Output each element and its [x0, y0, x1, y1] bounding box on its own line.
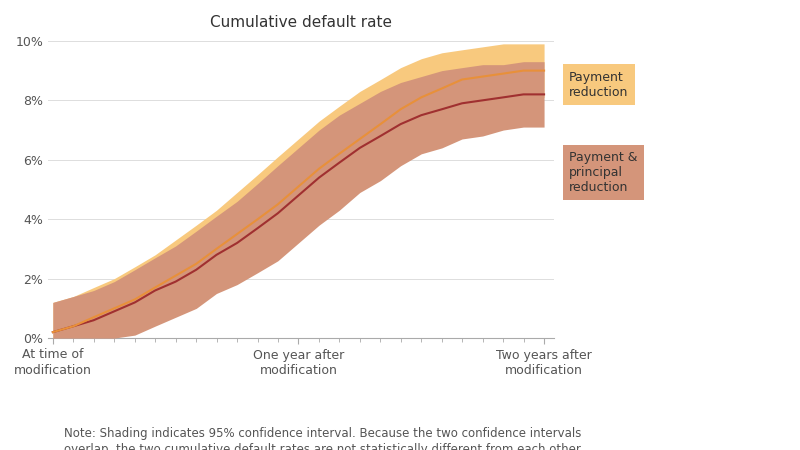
Text: Payment &
principal
reduction: Payment & principal reduction: [569, 151, 638, 194]
Text: Payment
reduction: Payment reduction: [569, 71, 629, 99]
Title: Cumulative default rate: Cumulative default rate: [210, 15, 392, 30]
Text: Note: Shading indicates 95% confidence interval. Because the two confidence inte: Note: Shading indicates 95% confidence i…: [64, 428, 583, 450]
